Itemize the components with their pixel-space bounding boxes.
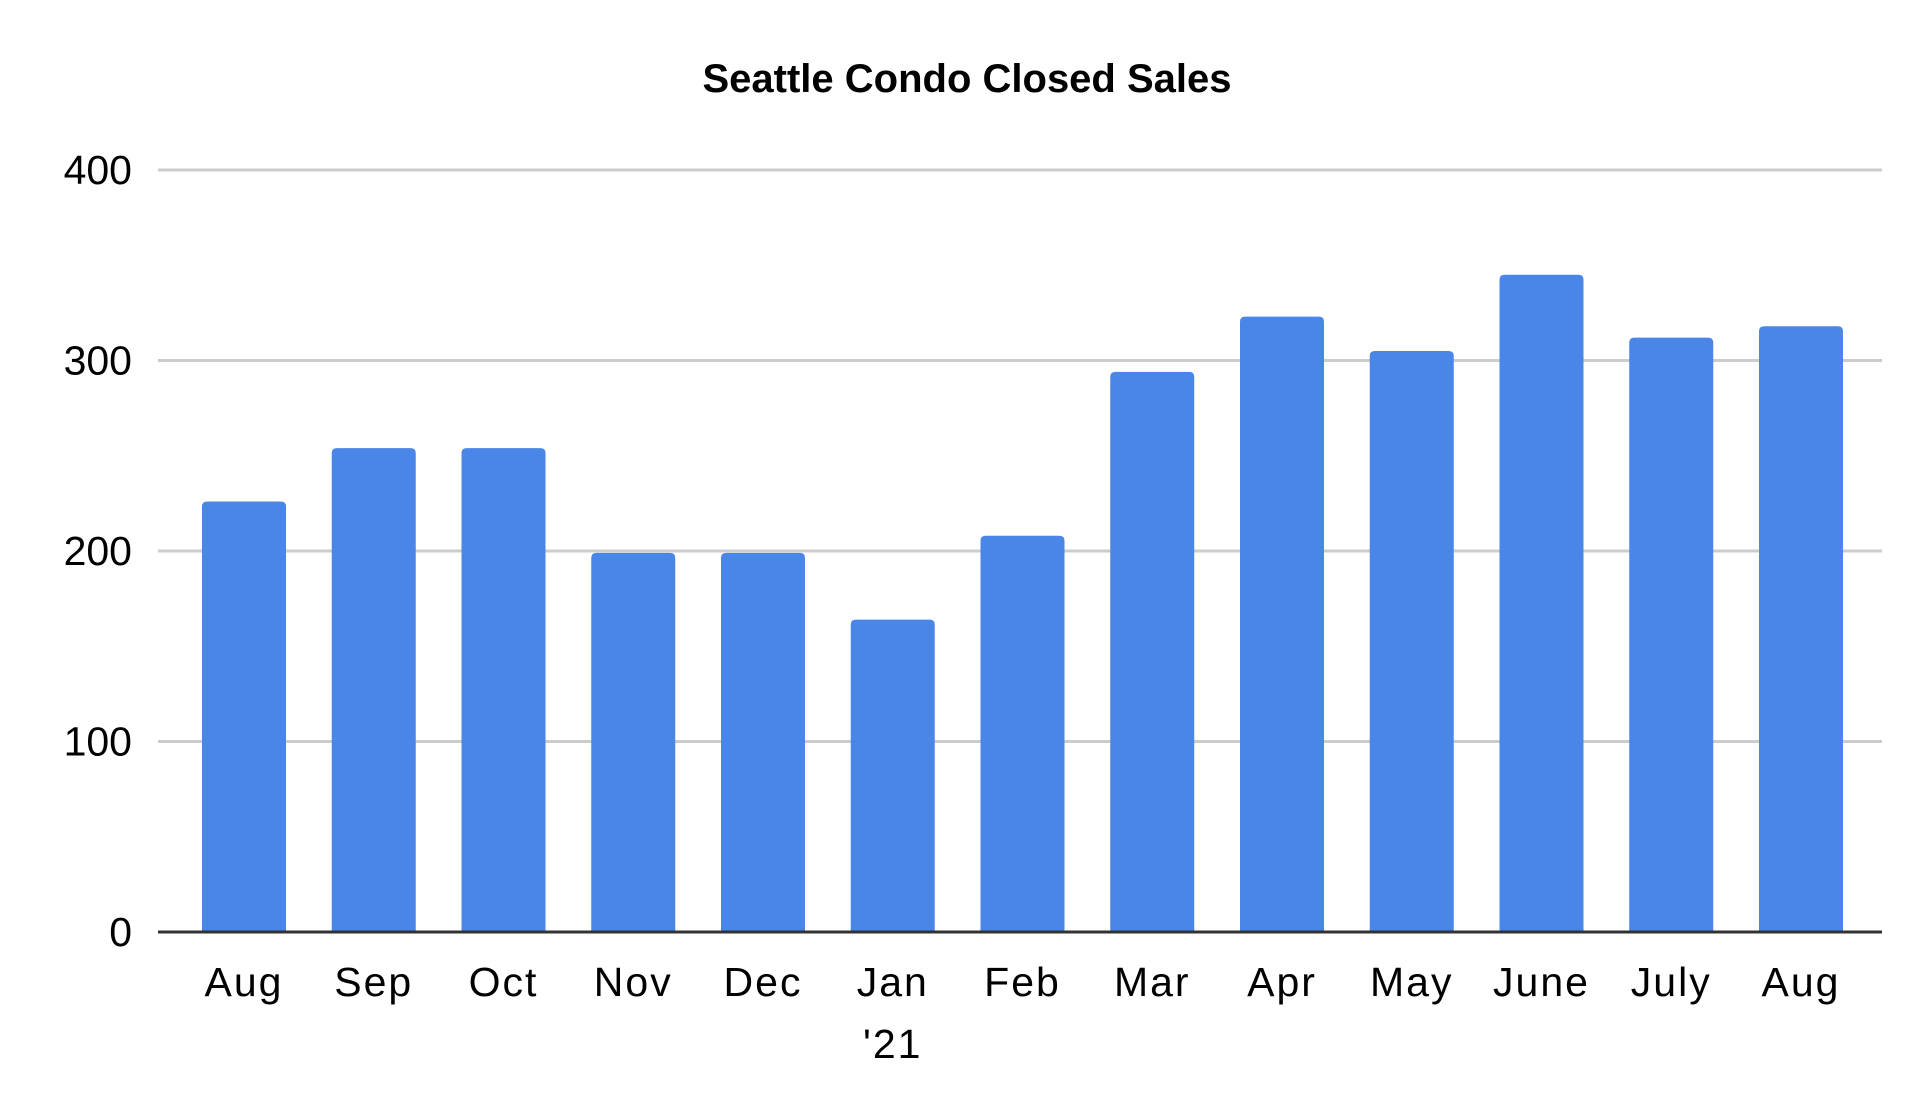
bar-9 — [1369, 350, 1454, 933]
x-axis-category-labels: Aug Sep Oct Nov Dec Jan '21 Feb Mar Apr May June Jul… — [205, 959, 1841, 1067]
bar-7 — [1110, 371, 1195, 932]
x-tick-label: Dec — [724, 959, 803, 1005]
x-tick-label: Feb — [984, 959, 1061, 1005]
bar-10 — [1499, 274, 1584, 932]
x-tick-sublabel: '21 — [863, 1021, 922, 1067]
x-tick-label: Nov — [594, 959, 673, 1005]
bars — [202, 274, 1843, 933]
x-tick-label: Mar — [1114, 959, 1191, 1005]
x-tick-label: Aug — [1762, 959, 1841, 1005]
y-axis-tick-labels: 0 100 200 300 400 — [64, 147, 132, 955]
x-tick-label: July — [1631, 959, 1712, 1005]
y-tick-label: 300 — [64, 338, 132, 384]
bar-6 — [980, 535, 1065, 932]
y-tick-label: 400 — [64, 147, 132, 193]
bar-12 — [1759, 326, 1843, 933]
bar-3 — [591, 552, 676, 932]
x-tick-label: Oct — [469, 959, 539, 1005]
x-tick-label: June — [1493, 959, 1590, 1005]
bar-5 — [850, 619, 935, 932]
x-tick-label: Aug — [205, 959, 284, 1005]
bar-11 — [1629, 337, 1714, 932]
bar-2 — [461, 448, 546, 932]
chart-title: Seattle Condo Closed Sales — [702, 57, 1231, 101]
bar-8 — [1240, 316, 1324, 932]
y-tick-label: 100 — [64, 719, 132, 765]
y-tick-label: 0 — [109, 909, 132, 955]
x-tick-label: Sep — [334, 959, 413, 1005]
bar-0 — [202, 501, 286, 932]
bar-4 — [721, 552, 805, 932]
x-tick-label: Jan — [857, 959, 929, 1005]
bar-1 — [331, 448, 416, 932]
y-tick-label: 200 — [64, 528, 132, 574]
x-tick-label: Apr — [1247, 959, 1317, 1005]
x-tick-label: May — [1370, 959, 1453, 1005]
